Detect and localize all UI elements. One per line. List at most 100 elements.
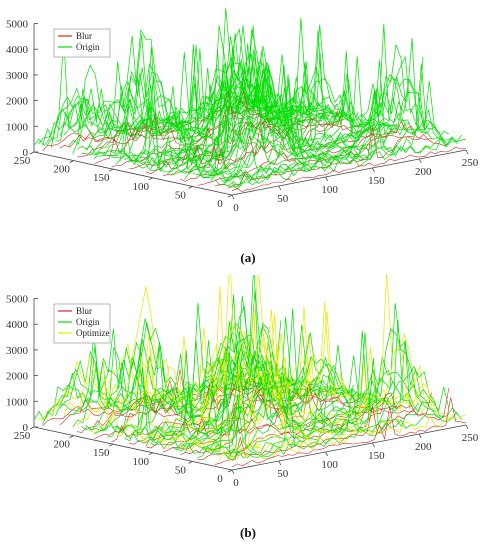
- y-tick-label: 0: [217, 473, 223, 485]
- z-tick-label: 3000: [6, 345, 29, 357]
- x-tick-label: 250: [462, 157, 479, 169]
- y-tick-mark: [29, 151, 35, 155]
- y-tick-mark: [29, 426, 35, 430]
- surface-line-blur: [128, 387, 363, 445]
- z-tick-label: 1000: [6, 121, 29, 133]
- z-tick-label: 2000: [6, 96, 29, 108]
- x-tick-label: 150: [368, 450, 385, 462]
- y-tick-label: 100: [133, 181, 150, 193]
- surface-line-origin: [231, 138, 467, 190]
- surface-line-blur: [94, 390, 329, 439]
- y-tick-mark: [227, 469, 233, 473]
- surface-line-blur: [197, 120, 432, 186]
- chart-panel-a: 0 1000 2000 3000 4000 5000 0 50 100 150 200 250 0 50 1…: [6, 7, 479, 265]
- surface-line-blur: [231, 146, 467, 193]
- surface-plot-a: 0100020003000400050000501001502002500501…: [6, 7, 479, 265]
- y-tick-mark: [148, 452, 153, 456]
- x-tick-mark: [465, 424, 469, 430]
- legend-label: Optimize: [76, 328, 110, 338]
- y-tick-label: 150: [93, 447, 110, 459]
- surface-line-origin: [150, 355, 385, 447]
- y-tick-mark: [227, 194, 233, 198]
- x-tick-label: 150: [368, 175, 385, 187]
- z-tick-label: 0: [23, 147, 29, 159]
- y-tick-label: 200: [53, 164, 70, 176]
- surface-line-optimize: [167, 394, 402, 450]
- y-tick-label: 100: [133, 456, 150, 468]
- x-tick-mark: [418, 433, 422, 439]
- surface-line-origin: [171, 73, 406, 176]
- y-tick-mark: [188, 461, 193, 464]
- surface-line-blur: [231, 397, 467, 468]
- surface-line-origin: [214, 320, 450, 459]
- z-tick-label: 5000: [6, 294, 29, 306]
- legend-box: [53, 28, 111, 58]
- y-tick-label: 150: [93, 172, 110, 184]
- surface-line-optimize: [141, 301, 376, 446]
- surface-mesh: [33, 7, 467, 193]
- x-tick-mark: [465, 149, 469, 155]
- surface-line-origin: [223, 388, 458, 459]
- x-tick-mark: [231, 469, 235, 475]
- x-tick-label: 200: [415, 441, 432, 453]
- surface-plot-b: 0100020003000400050000501001502002500501…: [6, 275, 479, 540]
- legend-label: Blur: [76, 306, 92, 316]
- surface-line-origin: [94, 308, 329, 435]
- x-tick-mark: [231, 194, 235, 200]
- z-tick-label: 0: [23, 422, 29, 434]
- y-tick-mark: [109, 443, 114, 447]
- y-tick-label: 0: [217, 198, 223, 210]
- surface-line-blur: [94, 113, 329, 164]
- x-tick-label: 200: [415, 166, 432, 178]
- x-tick-mark: [418, 158, 422, 164]
- legend-label: Origin: [76, 317, 100, 327]
- z-tick-label: 4000: [6, 44, 29, 56]
- x-tick-mark: [278, 460, 282, 466]
- surface-line-origin: [55, 294, 290, 417]
- surface-line-origin: [81, 35, 316, 156]
- x-tick-label: 50: [277, 468, 289, 480]
- surface-line-origin: [141, 24, 376, 167]
- surface-line-origin: [188, 56, 424, 177]
- x-tick-label: 50: [277, 193, 289, 205]
- legend-label: Origin: [76, 42, 100, 52]
- surface-line-origin: [115, 25, 351, 165]
- x-tick-label: 250: [462, 432, 479, 444]
- surface-line-origin: [201, 303, 437, 455]
- surface-line-origin: [111, 275, 346, 434]
- y-tick-label: 250: [14, 430, 31, 442]
- surface-line-blur: [180, 408, 415, 456]
- surface-line-origin: [136, 332, 372, 443]
- surface-line-origin: [184, 62, 420, 180]
- x-axis-line: [231, 424, 467, 471]
- z-tick-label: 1000: [6, 396, 29, 408]
- surface-line-origin: [132, 17, 368, 165]
- surface-line-origin: [223, 91, 458, 187]
- surface-line-optimize: [154, 309, 389, 442]
- x-tick-label: 100: [321, 184, 338, 196]
- z-tick-label: 4000: [6, 319, 29, 331]
- y-axis-line: [33, 151, 233, 196]
- surface-line-optimize: [89, 286, 325, 434]
- y-tick-label: 50: [175, 189, 187, 201]
- x-tick-mark: [278, 185, 282, 191]
- z-tick-label: 2000: [6, 371, 29, 383]
- chart-panel-b: 0 1000 2000 3000 4000 5000 0 50 100 150 200 250 0 50 1…: [0, 275, 497, 550]
- surface-line-origin: [162, 51, 398, 167]
- y-tick-label: 250: [14, 155, 31, 167]
- surface-line-optimize: [206, 333, 441, 458]
- surface-line-blur: [76, 383, 312, 433]
- surface-line-origin: [214, 92, 449, 186]
- y-tick-mark: [69, 160, 74, 163]
- y-axis-line: [33, 426, 233, 471]
- z-tick-label: 5000: [6, 19, 29, 31]
- legend-label: Blur: [76, 31, 92, 41]
- surface-line-origin: [206, 78, 441, 182]
- y-tick-label: 50: [175, 464, 187, 476]
- surface-mesh: [33, 275, 467, 468]
- surface-line-origin: [193, 38, 428, 178]
- x-tick-label: 100: [321, 459, 338, 471]
- z-tick-label: 3000: [6, 70, 29, 82]
